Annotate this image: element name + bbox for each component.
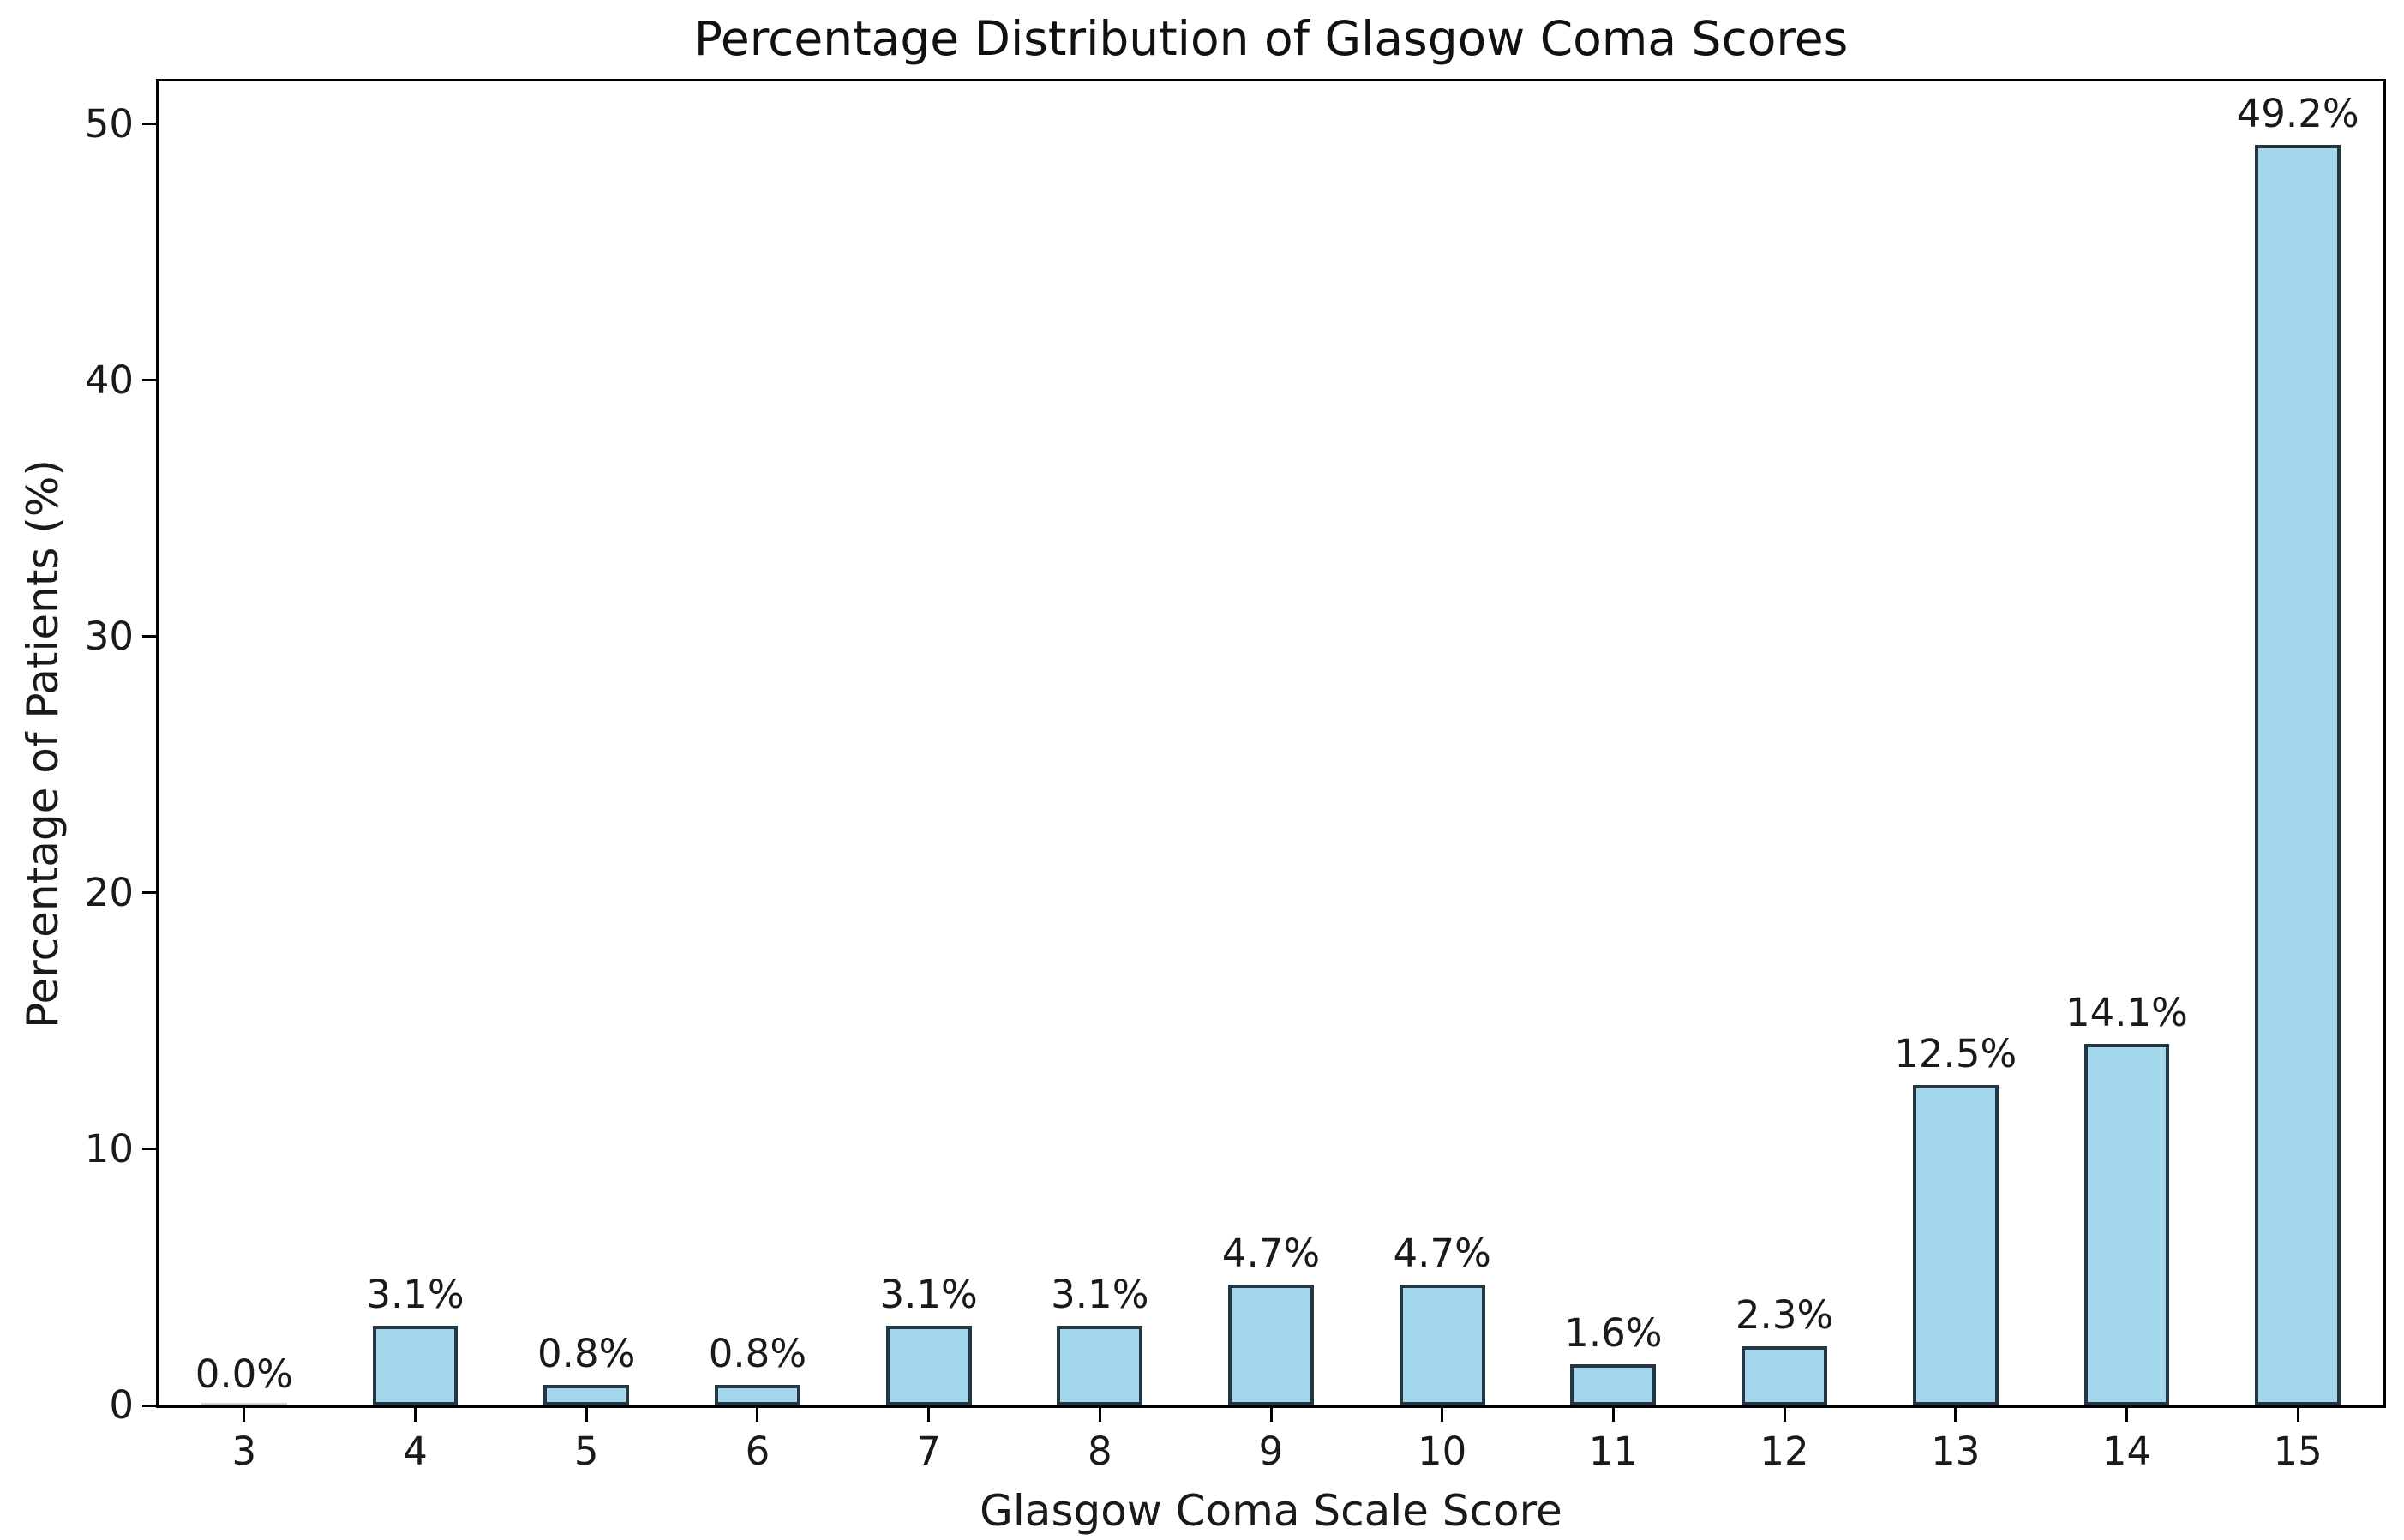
bar-gcs-15 [2255, 145, 2341, 1405]
bar-gcs-9 [1228, 1285, 1314, 1405]
bar-value-label: 3.1% [1051, 1271, 1149, 1317]
bar-value-label: 0.8% [537, 1330, 636, 1376]
y-tick-mark [142, 379, 156, 382]
x-tick-label: 6 [745, 1429, 770, 1474]
y-tick-label: 20 [84, 869, 134, 915]
bar-value-label: 2.3% [1735, 1291, 1834, 1338]
x-tick-mark [414, 1408, 417, 1422]
bar-value-label: 4.7% [1221, 1230, 1321, 1276]
x-tick-label: 9 [1258, 1429, 1284, 1474]
x-tick-mark [756, 1408, 759, 1422]
y-tick-mark [142, 1148, 156, 1151]
y-tick-mark [142, 635, 156, 638]
y-tick-label: 30 [84, 613, 134, 659]
bar-gcs-8 [1057, 1326, 1143, 1405]
bar-gcs-6 [715, 1385, 800, 1405]
bar-value-label: 0.0% [195, 1351, 294, 1397]
x-tick-mark [585, 1408, 588, 1422]
x-tick-label: 3 [231, 1429, 257, 1474]
x-tick-mark [1783, 1408, 1786, 1422]
x-tick-label: 15 [2273, 1429, 2323, 1474]
y-axis-label: Percentage of Patients (%) [18, 459, 68, 1028]
x-axis-label: Glasgow Coma Scale Score [980, 1486, 1562, 1536]
y-tick-mark [142, 123, 156, 126]
bar-gcs-7 [885, 1326, 972, 1405]
y-tick-label: 40 [84, 357, 134, 403]
y-tick-label: 0 [109, 1382, 134, 1428]
x-tick-mark [1441, 1408, 1444, 1422]
bar-value-label: 14.1% [2065, 989, 2188, 1035]
plot-area: 0.0% 3.1% 0.8% 0.8% 3.1% 3.1% 4.7% 4.7% 1.6% 2.3%… [156, 79, 2386, 1408]
bar-value-label: 3.1% [879, 1271, 978, 1317]
y-tick-mark [142, 891, 156, 895]
bar-gcs-13 [1912, 1085, 1999, 1405]
bar-value-label: 0.8% [708, 1330, 807, 1376]
bar-value-label: 1.6% [1564, 1309, 1663, 1356]
x-tick-label: 14 [2101, 1429, 2152, 1474]
y-tick-label: 10 [84, 1125, 134, 1171]
bar-value-label: 49.2% [2236, 90, 2359, 136]
bar-gcs-10 [1399, 1285, 1485, 1405]
x-tick-label: 7 [916, 1429, 941, 1474]
x-tick-label: 5 [573, 1429, 599, 1474]
x-tick-mark [927, 1408, 931, 1422]
bar-gcs-14 [2083, 1044, 2170, 1405]
chart-title: Percentage Distribution of Glasgow Coma … [693, 11, 1849, 66]
bar-gcs-3 [201, 1403, 287, 1405]
x-tick-mark [2296, 1408, 2299, 1422]
bar-gcs-4 [372, 1326, 459, 1405]
x-tick-mark [1954, 1408, 1957, 1422]
bar-gcs-5 [543, 1385, 630, 1405]
x-tick-mark [243, 1408, 246, 1422]
x-tick-label: 13 [1931, 1429, 1981, 1474]
x-tick-mark [1269, 1408, 1273, 1422]
x-tick-mark [1611, 1408, 1615, 1422]
x-tick-label: 4 [403, 1429, 428, 1474]
y-tick-mark [142, 1404, 156, 1407]
bar-value-label: 4.7% [1393, 1230, 1491, 1276]
x-tick-label: 11 [1588, 1429, 1638, 1474]
bar-value-label: 3.1% [366, 1271, 465, 1317]
bar-value-label: 12.5% [1894, 1030, 2017, 1076]
y-tick-label: 50 [84, 100, 134, 147]
x-tick-label: 10 [1418, 1429, 1467, 1474]
x-tick-mark [2125, 1408, 2128, 1422]
x-tick-label: 12 [1760, 1429, 1809, 1474]
x-tick-label: 8 [1087, 1429, 1112, 1474]
bar-gcs-12 [1742, 1346, 1827, 1405]
x-tick-mark [1098, 1408, 1101, 1422]
bar-gcs-11 [1570, 1364, 1657, 1405]
